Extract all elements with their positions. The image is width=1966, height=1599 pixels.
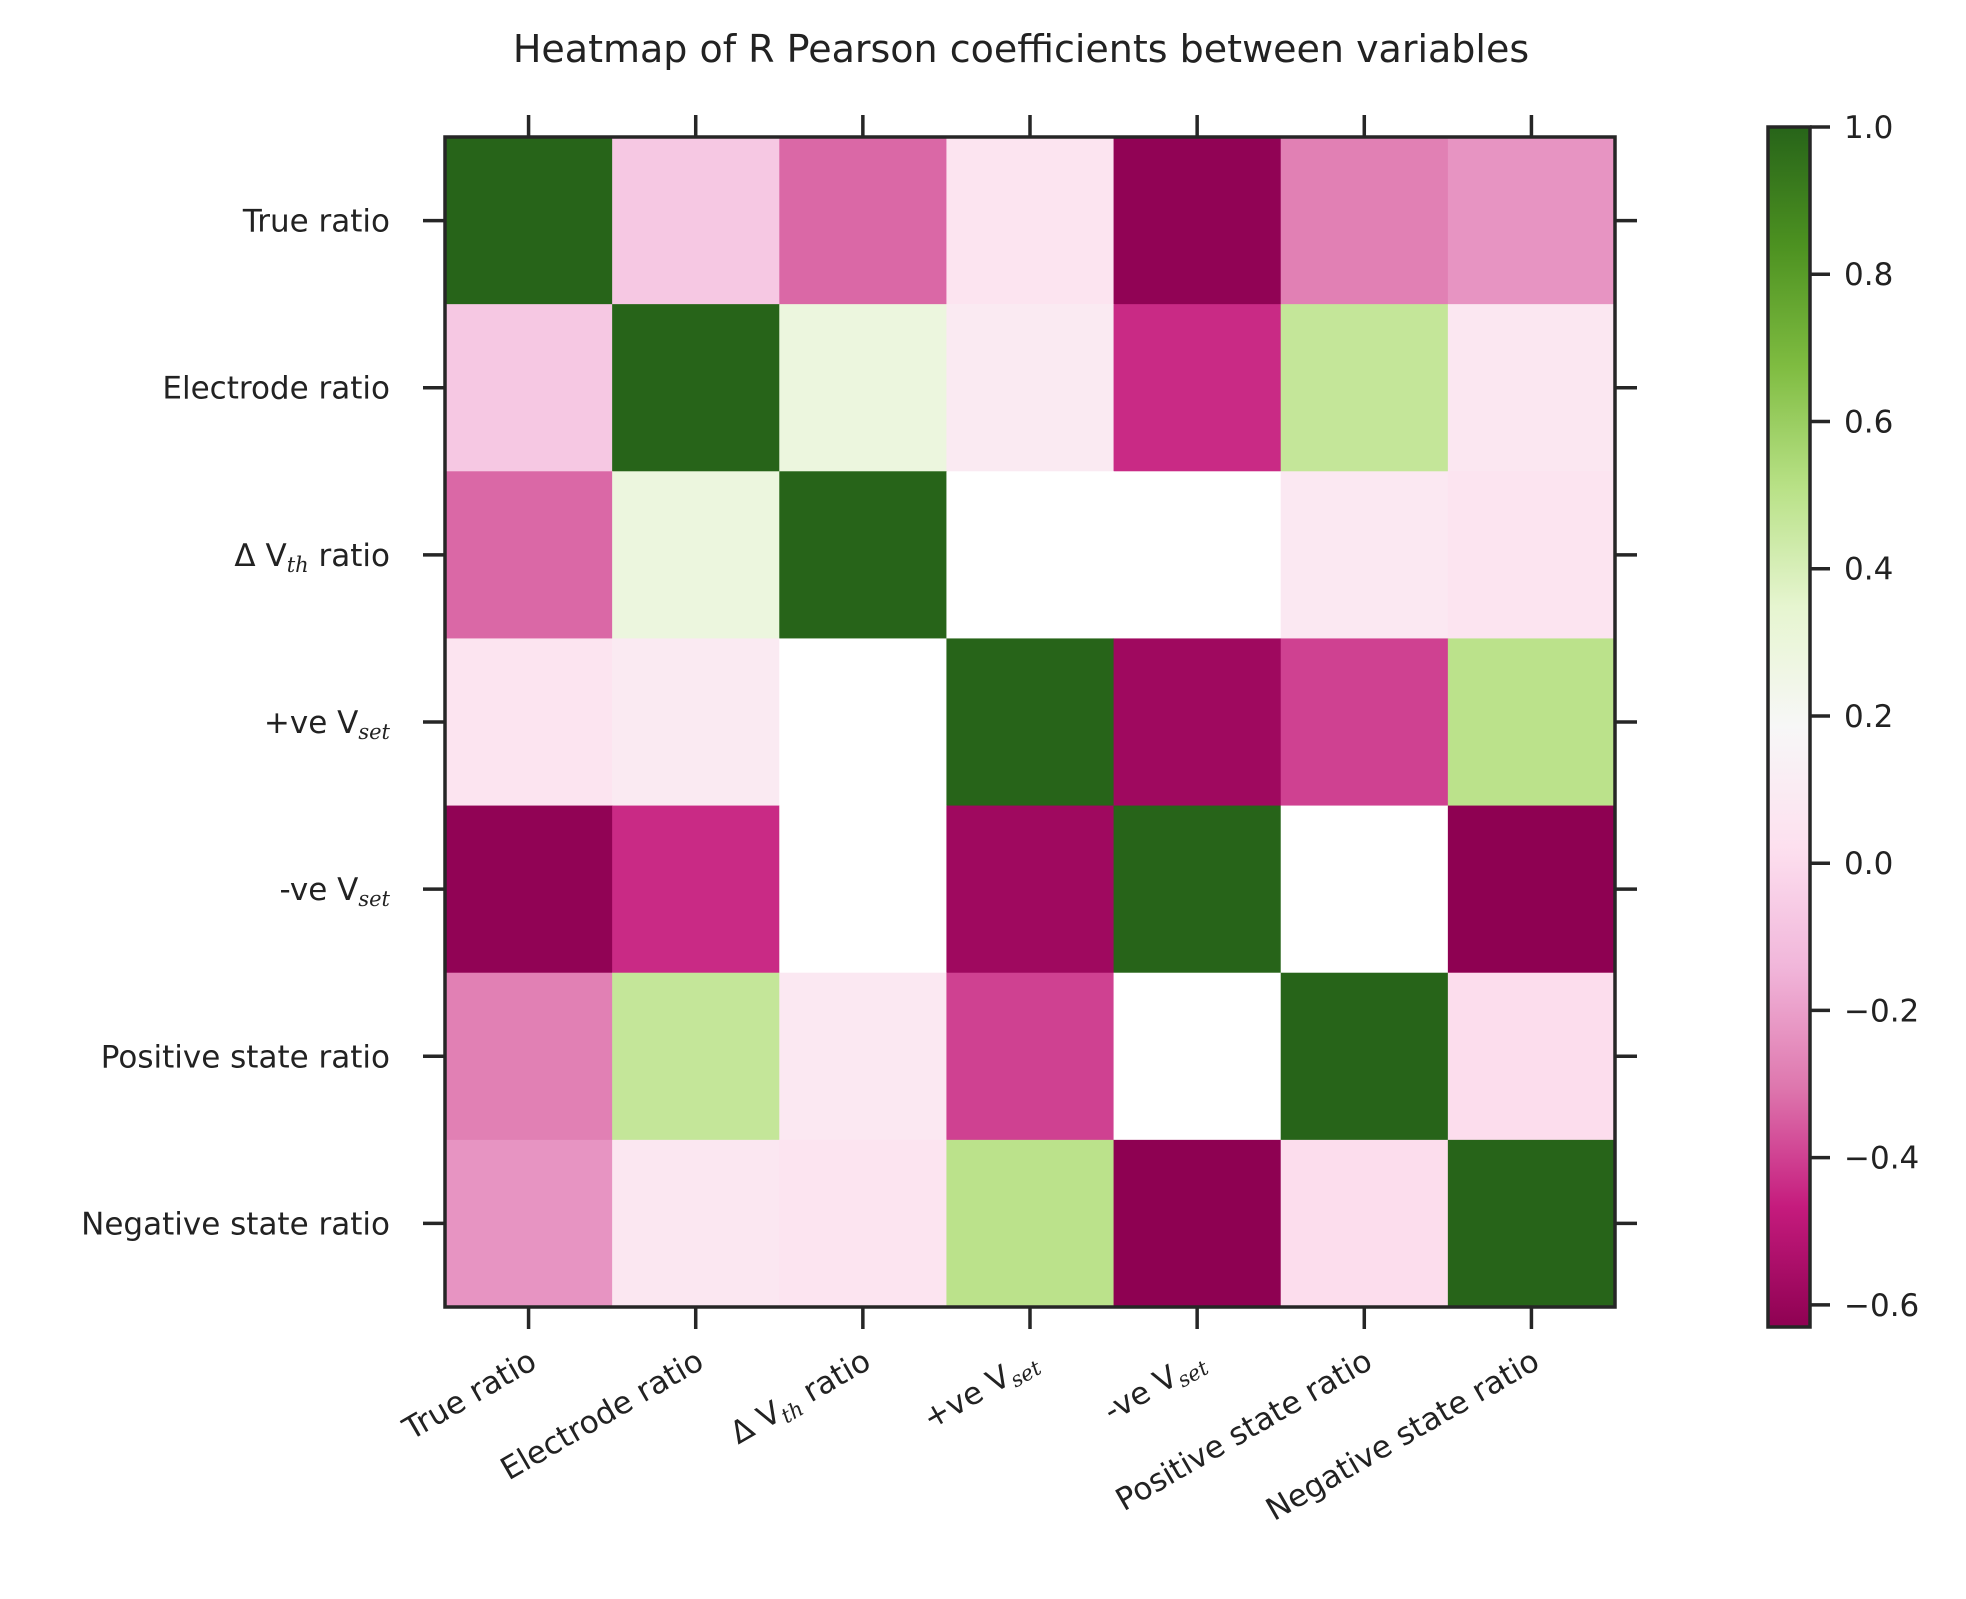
y-label-true_ratio: True ratio — [242, 204, 390, 240]
colorbar-frame — [1766, 125, 1812, 1329]
heatmap-cell-pos_vset-pos_vset — [946, 638, 1115, 807]
heatmap-cell-pos_vset-positive_state_ratio — [1280, 638, 1449, 807]
x-label-neg_vset: -ve Vset — [1097, 1342, 1213, 1431]
y-label-negative_state_ratio: Negative state ratio — [81, 1206, 390, 1242]
heatmap-cell-electrode_ratio-delta_vth_ratio — [779, 304, 948, 472]
colorbar-tick-label: 0.6 — [1844, 404, 1893, 440]
heatmap-cell-positive_state_ratio-negative_state_ratio — [1447, 972, 1616, 1141]
heatmap-cell-negative_state_ratio-delta_vth_ratio — [779, 1139, 948, 1308]
heatmap-cell-negative_state_ratio-neg_vset — [1113, 1139, 1282, 1308]
y-label-electrode_ratio: Electrode ratio — [162, 371, 390, 407]
colorbar-gradient — [1768, 127, 1810, 1327]
heatmap-cell-delta_vth_ratio-neg_vset — [1113, 471, 1282, 640]
heatmap-cell-true_ratio-electrode_ratio — [612, 137, 780, 305]
heatmap-cell-neg_vset-pos_vset — [946, 805, 1115, 974]
y-tick-labels: True ratio Electrode ratio Δ Vth ratio +ve … — [81, 204, 390, 1243]
heatmap-cell-electrode_ratio-pos_vset — [946, 304, 1115, 472]
heatmap-cell-pos_vset-negative_state_ratio — [1447, 638, 1616, 807]
heatmap-cell-true_ratio-positive_state_ratio — [1280, 137, 1449, 305]
heatmap-cell-neg_vset-electrode_ratio — [612, 805, 780, 974]
x-label-negative_state_ratio: Negative state ratio — [1260, 1343, 1545, 1529]
colorbar-tick-label: −0.4 — [1844, 1141, 1919, 1177]
heatmap-cell-true_ratio-delta_vth_ratio — [779, 137, 948, 305]
heatmap-cell-negative_state_ratio-positive_state_ratio — [1280, 1139, 1449, 1308]
colorbar-tick-label: 0.8 — [1844, 257, 1893, 293]
axis-ticks — [423, 115, 1637, 1329]
heatmap-cell-delta_vth_ratio-true_ratio — [445, 471, 613, 640]
heatmap-cell-delta_vth_ratio-negative_state_ratio — [1447, 471, 1616, 640]
heatmap-cell-delta_vth_ratio-electrode_ratio — [612, 471, 780, 640]
colorbar-tick-label: 1.0 — [1844, 110, 1893, 146]
heatmap-cell-positive_state_ratio-electrode_ratio — [612, 972, 780, 1141]
heatmap-cell-pos_vset-true_ratio — [445, 638, 613, 807]
heatmap-cell-true_ratio-true_ratio — [445, 137, 613, 305]
heatmap-cell-positive_state_ratio-true_ratio — [445, 972, 613, 1141]
heatmap-cell-neg_vset-delta_vth_ratio — [779, 805, 948, 974]
colorbar-tick-label: 0.4 — [1844, 552, 1893, 588]
heatmap-cell-positive_state_ratio-positive_state_ratio — [1280, 972, 1449, 1141]
y-label-positive_state_ratio: Positive state ratio — [101, 1039, 390, 1075]
colorbar: 1.0 0.8 0.6 0.4 0.2 0.0 −0.2 −0.4 −0.6 — [1766, 110, 1919, 1329]
colorbar-tick-label: 0.0 — [1844, 846, 1893, 882]
x-label-delta_vth_ratio: Δ Vth ratio — [724, 1343, 878, 1455]
colorbar-tick-label: 0.2 — [1844, 699, 1893, 735]
x-label-true_ratio: True ratio — [396, 1343, 542, 1448]
heatmap-cell-electrode_ratio-electrode_ratio — [612, 304, 780, 472]
heatmap-cell-negative_state_ratio-negative_state_ratio — [1447, 1139, 1616, 1308]
heatmap-cell-negative_state_ratio-electrode_ratio — [612, 1139, 780, 1308]
heatmap-cell-negative_state_ratio-true_ratio — [445, 1139, 613, 1308]
heatmap-cell-electrode_ratio-true_ratio — [445, 304, 613, 472]
heatmap-cell-electrode_ratio-positive_state_ratio — [1280, 304, 1449, 472]
x-label-pos_vset: +ve Vset — [917, 1342, 1046, 1439]
heatmap-cell-pos_vset-electrode_ratio — [612, 638, 780, 807]
heatmap-cell-electrode_ratio-negative_state_ratio — [1447, 304, 1616, 472]
heatmap-cell-neg_vset-positive_state_ratio — [1280, 805, 1449, 974]
heatmap-cell-neg_vset-negative_state_ratio — [1447, 805, 1616, 974]
heatmap-cell-electrode_ratio-neg_vset — [1113, 304, 1282, 472]
heatmap-cell-true_ratio-negative_state_ratio — [1447, 137, 1616, 305]
heatmap-cell-pos_vset-neg_vset — [1113, 638, 1282, 807]
chart-title: Heatmap of R Pearson coefficients betwee… — [513, 27, 1529, 71]
y-label-pos_vset: +ve Vset — [264, 705, 391, 744]
heatmap-cell-positive_state_ratio-pos_vset — [946, 972, 1115, 1141]
heatmap-cell-true_ratio-neg_vset — [1113, 137, 1282, 305]
colorbar-tick-label: −0.6 — [1844, 1288, 1919, 1324]
heatmap-cell-delta_vth_ratio-positive_state_ratio — [1280, 471, 1449, 640]
heatmap-cell-true_ratio-pos_vset — [946, 137, 1115, 305]
heatmap-cell-positive_state_ratio-delta_vth_ratio — [779, 972, 948, 1141]
heatmap-cell-neg_vset-true_ratio — [445, 805, 613, 974]
heatmap-cell-positive_state_ratio-neg_vset — [1113, 972, 1282, 1141]
y-label-delta_vth_ratio: Δ Vth ratio — [234, 538, 390, 577]
heatmap-cell-pos_vset-delta_vth_ratio — [779, 638, 948, 807]
heatmap-cell-delta_vth_ratio-pos_vset — [946, 471, 1115, 640]
heatmap-cell-delta_vth_ratio-delta_vth_ratio — [779, 471, 948, 640]
colorbar-tick-label: −0.2 — [1844, 993, 1919, 1029]
heatmap-cells — [445, 137, 1616, 1308]
y-label-neg_vset: -ve Vset — [280, 872, 391, 911]
heatmap-cell-neg_vset-neg_vset — [1113, 805, 1282, 974]
heatmap-cell-negative_state_ratio-pos_vset — [946, 1139, 1115, 1308]
